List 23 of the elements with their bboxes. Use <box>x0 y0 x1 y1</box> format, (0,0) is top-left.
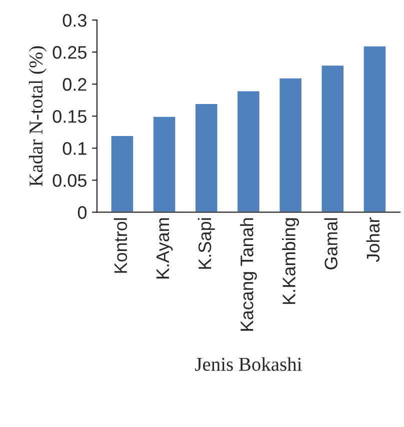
bar <box>194 102 219 212</box>
x-tick-label: K.Ayam <box>156 218 173 278</box>
x-tick-label: Kontrol <box>114 218 128 273</box>
y-tick-label: 0.05 <box>52 174 86 187</box>
x-tick-label: Johar <box>366 217 380 262</box>
bar <box>320 64 345 212</box>
x-tick-label: Gamal <box>324 218 338 270</box>
y-tick-label: 0.25 <box>52 46 86 59</box>
y-tick-label: 0.3 <box>62 14 86 27</box>
y-tick-label: 0.1 <box>62 142 86 155</box>
y-tick-label: 0.2 <box>62 78 86 91</box>
bar <box>278 77 303 212</box>
y-axis-title: Kadar N-total (%) <box>28 46 47 186</box>
x-axis-title: Jenis Bokashi <box>195 357 302 371</box>
bar <box>236 90 261 212</box>
y-tick-label: 0 <box>78 206 87 219</box>
bar <box>110 134 134 212</box>
bar <box>152 115 177 212</box>
x-tick-label: K.Kambing <box>282 218 299 304</box>
x-tick-label: Kacang Tanah <box>240 218 257 331</box>
x-tick-label: K.Sapi <box>198 218 215 269</box>
bar <box>362 44 387 212</box>
y-tick-label: 0.15 <box>52 110 86 123</box>
